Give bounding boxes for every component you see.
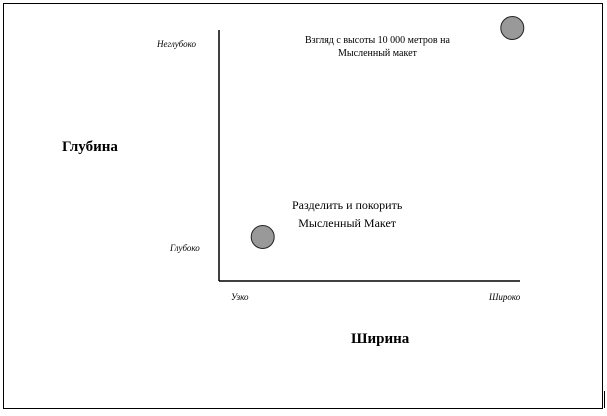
point-label-line: Мысленный макет [338, 48, 417, 59]
point-label-divide-and-conquer: Разделить и покорить Мысленный Макет [292, 196, 402, 232]
point-label-line: Взгляд с высоты 10 000 метров на [305, 35, 450, 46]
point-label-line: Мысленный Макет [298, 216, 397, 230]
data-point-1 [500, 16, 525, 40]
x-tick-label-narrow: Узко [231, 292, 249, 302]
y-tick-label-deep: Глубоко [170, 243, 200, 253]
diagram-frame [3, 3, 603, 409]
x-tick-label-wide: Широко [489, 292, 521, 302]
point-label-line: Разделить и покорить [292, 198, 403, 212]
points-layer [250, 16, 525, 249]
frame-edge-mark [604, 391, 605, 408]
y-tick-label-shallow: Неглубоко [157, 39, 196, 49]
data-point-0 [250, 225, 275, 249]
y-axis-title: Глубина [62, 139, 118, 155]
point-label-high-level-view: Взгляд с высоты 10 000 метров на Мысленн… [305, 34, 450, 60]
x-axis-title: Ширина [351, 331, 410, 347]
